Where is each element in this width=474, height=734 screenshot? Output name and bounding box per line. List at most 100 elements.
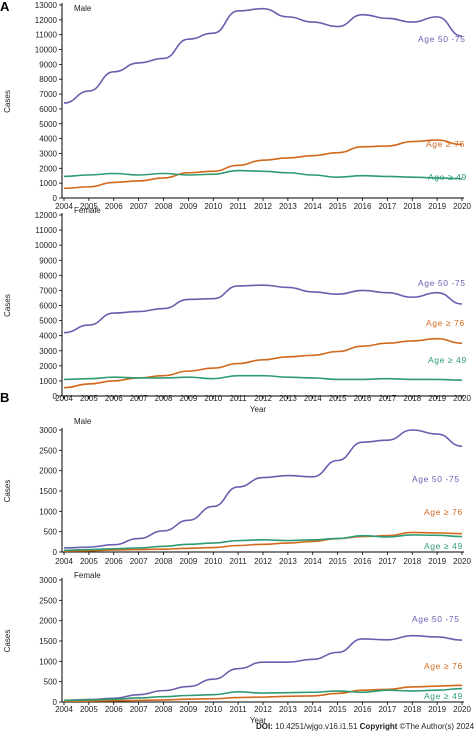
x-tick-label: 2007	[130, 705, 148, 714]
x-tick-label: 2010	[204, 202, 222, 211]
x-tick-label: 2004	[55, 705, 73, 714]
x-tick-label: 2011	[230, 202, 248, 211]
chart-subtitle: Male	[74, 4, 92, 13]
x-tick-label: 2016	[354, 394, 372, 403]
x-tick-label: 2017	[378, 557, 396, 566]
x-tick-label: 2014	[304, 557, 322, 566]
y-axis-label: Cases	[3, 294, 12, 317]
y-tick-label: 3000	[39, 426, 57, 435]
series-label-age50_75: Age 50 -75	[412, 474, 460, 484]
chart-panel-2: 0 500 1000 1500 2000 2500 3000 2004 2005 2006 2007…	[3, 417, 471, 566]
x-tick-label: 2014	[304, 394, 322, 403]
x-tick-label: 2018	[403, 557, 421, 566]
x-tick-label: 2015	[329, 557, 347, 566]
x-tick-label: 2019	[428, 394, 446, 403]
y-tick-label: 1000	[39, 507, 57, 516]
x-tick-label: 2012	[254, 557, 272, 566]
y-tick-label: 500	[44, 528, 58, 537]
x-tick-label: 2005	[80, 557, 98, 566]
panel-b-letter: B	[0, 390, 9, 405]
x-tick-label: 2009	[179, 394, 197, 403]
x-tick-label: 2010	[204, 557, 222, 566]
series-line-age50_75	[63, 429, 463, 549]
y-tick-label: 10000	[35, 241, 58, 250]
y-tick-label: 0	[53, 194, 58, 203]
series-line-age49	[63, 374, 463, 381]
x-tick-label: 2008	[155, 394, 173, 403]
series-line-age49	[63, 169, 463, 180]
y-axis-label: Cases	[3, 480, 12, 503]
y-axis-label: Cases	[3, 90, 12, 113]
y-tick-label: 7000	[39, 286, 57, 295]
doi-value: 10.4251/wjgo.v16.i1.51	[275, 722, 358, 731]
y-tick-label: 10000	[35, 46, 58, 55]
x-axis-label: Year	[250, 716, 267, 725]
y-tick-label: 5000	[39, 317, 57, 326]
y-tick-label: 11000	[35, 226, 57, 235]
series-label-age50_75: Age 50 -75	[412, 614, 460, 624]
chart-subtitle: Male	[74, 417, 92, 426]
x-tick-label: 2004	[55, 394, 73, 403]
x-tick-label: 2018	[403, 705, 421, 714]
x-tick-label: 2020	[453, 705, 471, 714]
x-tick-label: 2017	[378, 394, 396, 403]
x-tick-label: 2016	[354, 557, 372, 566]
x-tick-label: 2014	[304, 202, 322, 211]
x-tick-label: 2006	[105, 705, 123, 714]
y-tick-label: 0	[53, 698, 58, 707]
series-label-age76: Age ≥ 76	[426, 139, 465, 149]
x-axis-label: Year	[250, 405, 267, 414]
y-tick-label: 11000	[35, 31, 57, 40]
series-line-age49	[63, 534, 463, 552]
y-tick-label: 2000	[39, 164, 57, 173]
chart-subtitle: Female	[74, 571, 101, 580]
series-line-age76	[63, 531, 463, 552]
series-line-age49	[63, 687, 463, 702]
chart-panel-1: 0 1000 2000 3000 4000 5000 6000 7000 8000 9000 100…	[3, 206, 471, 414]
series-label-age76: Age ≥ 76	[424, 661, 463, 671]
series-line-age76	[63, 337, 463, 389]
x-tick-label: 2015	[329, 705, 347, 714]
series-label-age50_75: Age 50 -75	[418, 34, 466, 44]
x-tick-label: 2020	[453, 557, 471, 566]
chart-subtitle: Female	[74, 206, 101, 215]
plots-container: 0100020003000400050006000700080009000100…	[3, 1, 471, 725]
x-tick-label: 2007	[130, 557, 148, 566]
series-label-age76: Age ≥ 76	[424, 507, 463, 517]
y-tick-label: 9000	[39, 256, 57, 265]
y-tick-label: 9000	[39, 60, 57, 69]
y-tick-label: 1500	[39, 487, 57, 496]
x-tick-label: 2007	[130, 394, 148, 403]
x-tick-label: 2016	[354, 202, 372, 211]
y-tick-label: 13000	[35, 1, 58, 10]
y-tick-label: 7000	[39, 90, 57, 99]
x-tick-label: 2012	[254, 394, 272, 403]
series-line-age50_75	[63, 284, 463, 334]
y-tick-label: 12000	[35, 211, 58, 220]
x-tick-label: 2013	[279, 557, 297, 566]
y-tick-label: 1000	[39, 657, 57, 666]
x-tick-label: 2019	[428, 202, 446, 211]
y-tick-label: 0	[53, 548, 58, 557]
x-tick-label: 2009	[179, 557, 197, 566]
x-tick-label: 2006	[105, 394, 123, 403]
series-label-age49: Age ≥ 49	[428, 172, 467, 182]
x-tick-label: 2008	[155, 705, 173, 714]
series-label-age49: Age ≥ 49	[428, 355, 467, 365]
x-tick-label: 2010	[204, 394, 222, 403]
series-line-age76	[63, 139, 463, 190]
doi-label: DOI:	[256, 722, 273, 731]
y-tick-label: 2000	[39, 617, 57, 626]
y-tick-label: 2500	[39, 596, 57, 605]
y-tick-label: 3000	[39, 149, 57, 158]
y-tick-label: 8000	[39, 75, 57, 84]
y-tick-label: 6000	[39, 302, 57, 311]
x-tick-label: 2019	[428, 705, 446, 714]
series-label-age49: Age ≥ 49	[424, 691, 463, 701]
y-tick-label: 6000	[39, 105, 57, 114]
y-tick-label: 500	[44, 678, 58, 687]
series-label-age50_75: Age 50 -75	[418, 278, 466, 288]
y-tick-label: 2500	[39, 446, 57, 455]
y-tick-label: 1500	[39, 637, 57, 646]
